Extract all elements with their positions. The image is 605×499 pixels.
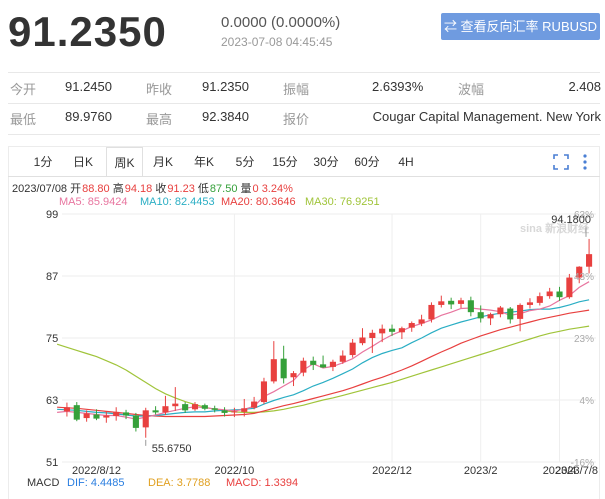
- stat-label-range: 波幅: [458, 82, 485, 97]
- tab-monthly[interactable]: 月K: [152, 155, 173, 169]
- reverse-rate-button[interactable]: ⇄ 查看反向汇率 RUBUSD: [441, 13, 600, 40]
- tab-yearly[interactable]: 年K: [193, 155, 214, 169]
- stat-value-amplitude: 2.6393%: [372, 79, 424, 94]
- tab-15min[interactable]: 15分: [272, 155, 298, 169]
- info-low: 87.50: [209, 183, 238, 195]
- info-open-label: 开: [70, 183, 82, 195]
- macd-dea: DEA: 3.7788: [148, 477, 211, 489]
- fullscreen-icon[interactable]: [553, 154, 569, 170]
- stats-table: 今开 91.2450 昨收 91.2350 振幅 2.6393% 波幅 2.40…: [0, 73, 605, 133]
- stat-label-amplitude: 振幅: [283, 82, 310, 97]
- info-high: 94.18: [124, 183, 153, 195]
- ohlc-info-line: 2023/07/08 开88.80 高94.18 收91.23 低87.50 量…: [12, 180, 293, 196]
- tab-60min[interactable]: 60分: [354, 155, 380, 169]
- stat-value-low: 89.9760: [65, 109, 112, 124]
- info-high-label: 高: [112, 183, 124, 195]
- current-price: 91.2350: [8, 8, 167, 55]
- stats-row-divider: [8, 103, 600, 104]
- tab-5min[interactable]: 5分: [235, 155, 255, 169]
- info-open: 88.80: [82, 183, 110, 195]
- stat-value-range: 2.408: [568, 79, 601, 94]
- tabs-divider: [8, 176, 600, 177]
- tab-30min[interactable]: 30分: [313, 155, 339, 169]
- macd-value: MACD: 1.3394: [226, 477, 299, 489]
- ma20-label: MA20: 80.3646: [221, 196, 296, 208]
- info-vol-label: 量: [240, 183, 252, 195]
- info-close: 91.23: [167, 183, 195, 195]
- stat-label-quote-source: 报价: [283, 112, 310, 127]
- info-pct: 3.24%: [261, 183, 293, 195]
- more-vertical-icon[interactable]: [580, 153, 590, 171]
- info-close-label: 收: [155, 183, 167, 195]
- stats-row-2: 最低 89.9760 最高 92.3840 报价 Cougar Capital …: [0, 103, 605, 133]
- ma10-label: MA10: 82.4453: [140, 196, 215, 208]
- stat-label-open: 今开: [10, 82, 37, 97]
- period-tabs: 1分 日K 周K 月K 年K 5分 15分 30分 60分 4H: [8, 147, 600, 177]
- stat-value-prev-close: 91.2350: [202, 79, 249, 94]
- price-change: 0.0000 (0.0000%): [221, 14, 341, 31]
- tab-4h[interactable]: 4H: [398, 155, 414, 169]
- info-low-label: 低: [197, 183, 209, 195]
- stats-top-divider: [8, 72, 600, 73]
- stat-value-high: 92.3840: [202, 109, 249, 124]
- macd-name: MACD: [27, 477, 60, 489]
- tab-1min[interactable]: 1分: [33, 155, 53, 169]
- info-vol: 0: [252, 183, 259, 195]
- ma30-label: MA30: 76.9251: [305, 196, 380, 208]
- ma5-label: MA5: 85.9424: [59, 196, 128, 208]
- quote-timestamp: 2023-07-08 04:45:45: [221, 35, 333, 49]
- macd-dif: DIF: 4.4485: [67, 477, 125, 489]
- stats-bottom-divider: [8, 134, 600, 135]
- stat-value-quote-source: Cougar Capital Management. New York: [372, 109, 601, 124]
- stat-label-high: 最高: [146, 112, 173, 127]
- stat-label-prev-close: 昨收: [146, 82, 173, 97]
- tab-weekly[interactable]: 周K: [106, 147, 143, 177]
- stat-label-low: 最低: [10, 112, 37, 127]
- stats-row-1: 今开 91.2450 昨收 91.2350 振幅 2.6393% 波幅 2.40…: [0, 73, 605, 103]
- stat-value-open: 91.2450: [65, 79, 112, 94]
- tab-daily[interactable]: 日K: [72, 155, 93, 169]
- chart-panel: [8, 146, 600, 499]
- info-date: 2023/07/08: [12, 183, 68, 195]
